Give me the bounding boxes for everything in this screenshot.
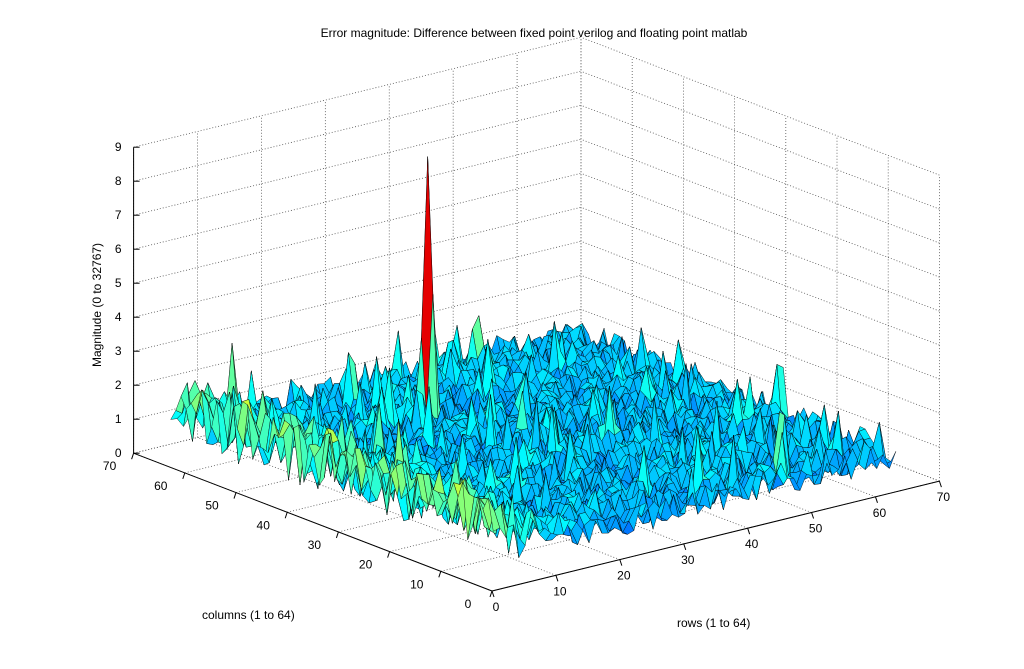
y-tick [131,453,135,460]
floor-grid-line-x [197,437,557,576]
x-tick [555,575,559,582]
y-axis-label: columns (1 to 64) [202,608,295,622]
z-tick-label: 3 [115,344,122,358]
wall-grid-line-z [580,172,940,312]
floor-grid-line-x [261,421,620,560]
x-axis-label: rows (1 to 64) [677,616,751,630]
x-axis-line [491,480,940,592]
wall-grid-line-z [580,36,940,176]
z-tick-label: 7 [115,208,122,222]
x-tick-label: 50 [809,522,823,536]
x-tick-label: 70 [937,490,951,504]
z-tick-label: 5 [115,276,122,290]
y-tick [335,531,339,539]
wall-grid-line-z [133,104,582,216]
chart-title: Error magnitude: Difference between fixe… [320,26,748,40]
y-tick-label: 20 [359,558,373,572]
y-tick [284,512,288,519]
wall-grid-line-z [133,70,582,182]
wall-grid-line-z [580,206,940,346]
y-tick-label: 10 [410,577,424,591]
y-tick-label: 70 [103,459,117,473]
wall-grid-line-z [580,70,940,210]
wall-grid-line-z [133,36,582,148]
z-tick-label: 9 [115,140,122,154]
y-tick-label: 40 [257,518,271,532]
wall-grid-line-z [133,138,582,250]
x-tick [875,496,878,503]
y-tick [182,472,186,480]
y-tick-label: 30 [308,538,322,552]
y-tick [438,571,442,578]
surface-layer [170,156,897,559]
x-tick [619,559,623,566]
y-axis-line [133,452,493,592]
x-tick [938,480,942,488]
z-axis-label: Magnitude (0 to 32767) [90,242,104,368]
x-tick-label: 0 [493,600,500,614]
wall-grid-line-z [580,240,940,380]
x-tick [491,590,495,598]
y-tick-label: 0 [465,597,472,611]
z-tick-label: 6 [115,242,122,256]
wall-grid-line-z [580,274,940,414]
wall-grid-line-z [133,206,582,318]
z-tick-label: 1 [115,412,122,426]
x-tick-label: 20 [617,569,631,583]
x-tick-label: 10 [553,584,567,598]
x-tick-label: 30 [681,553,695,567]
wall-grid-line-z [580,104,940,244]
x-tick-label: 40 [745,537,759,551]
y-tick [387,551,391,558]
wall-grid-line-z [133,240,582,352]
wall-grid-line-z [133,172,582,284]
y-tick-label: 60 [154,479,168,493]
z-tick-label: 0 [115,446,122,460]
y-tick [233,492,237,499]
x-tick [811,512,815,519]
x-tick-label: 60 [873,506,887,520]
y-tick [489,590,493,598]
z-tick-label: 2 [115,378,122,392]
z-tick-label: 8 [115,174,122,188]
x-tick [683,543,687,551]
wall-grid-line-z [580,138,940,278]
y-tick-label: 50 [205,499,219,513]
z-tick-label: 4 [115,310,122,324]
floor-grid-line-x [389,390,748,529]
surface-facet [488,497,500,532]
x-tick [747,528,751,535]
